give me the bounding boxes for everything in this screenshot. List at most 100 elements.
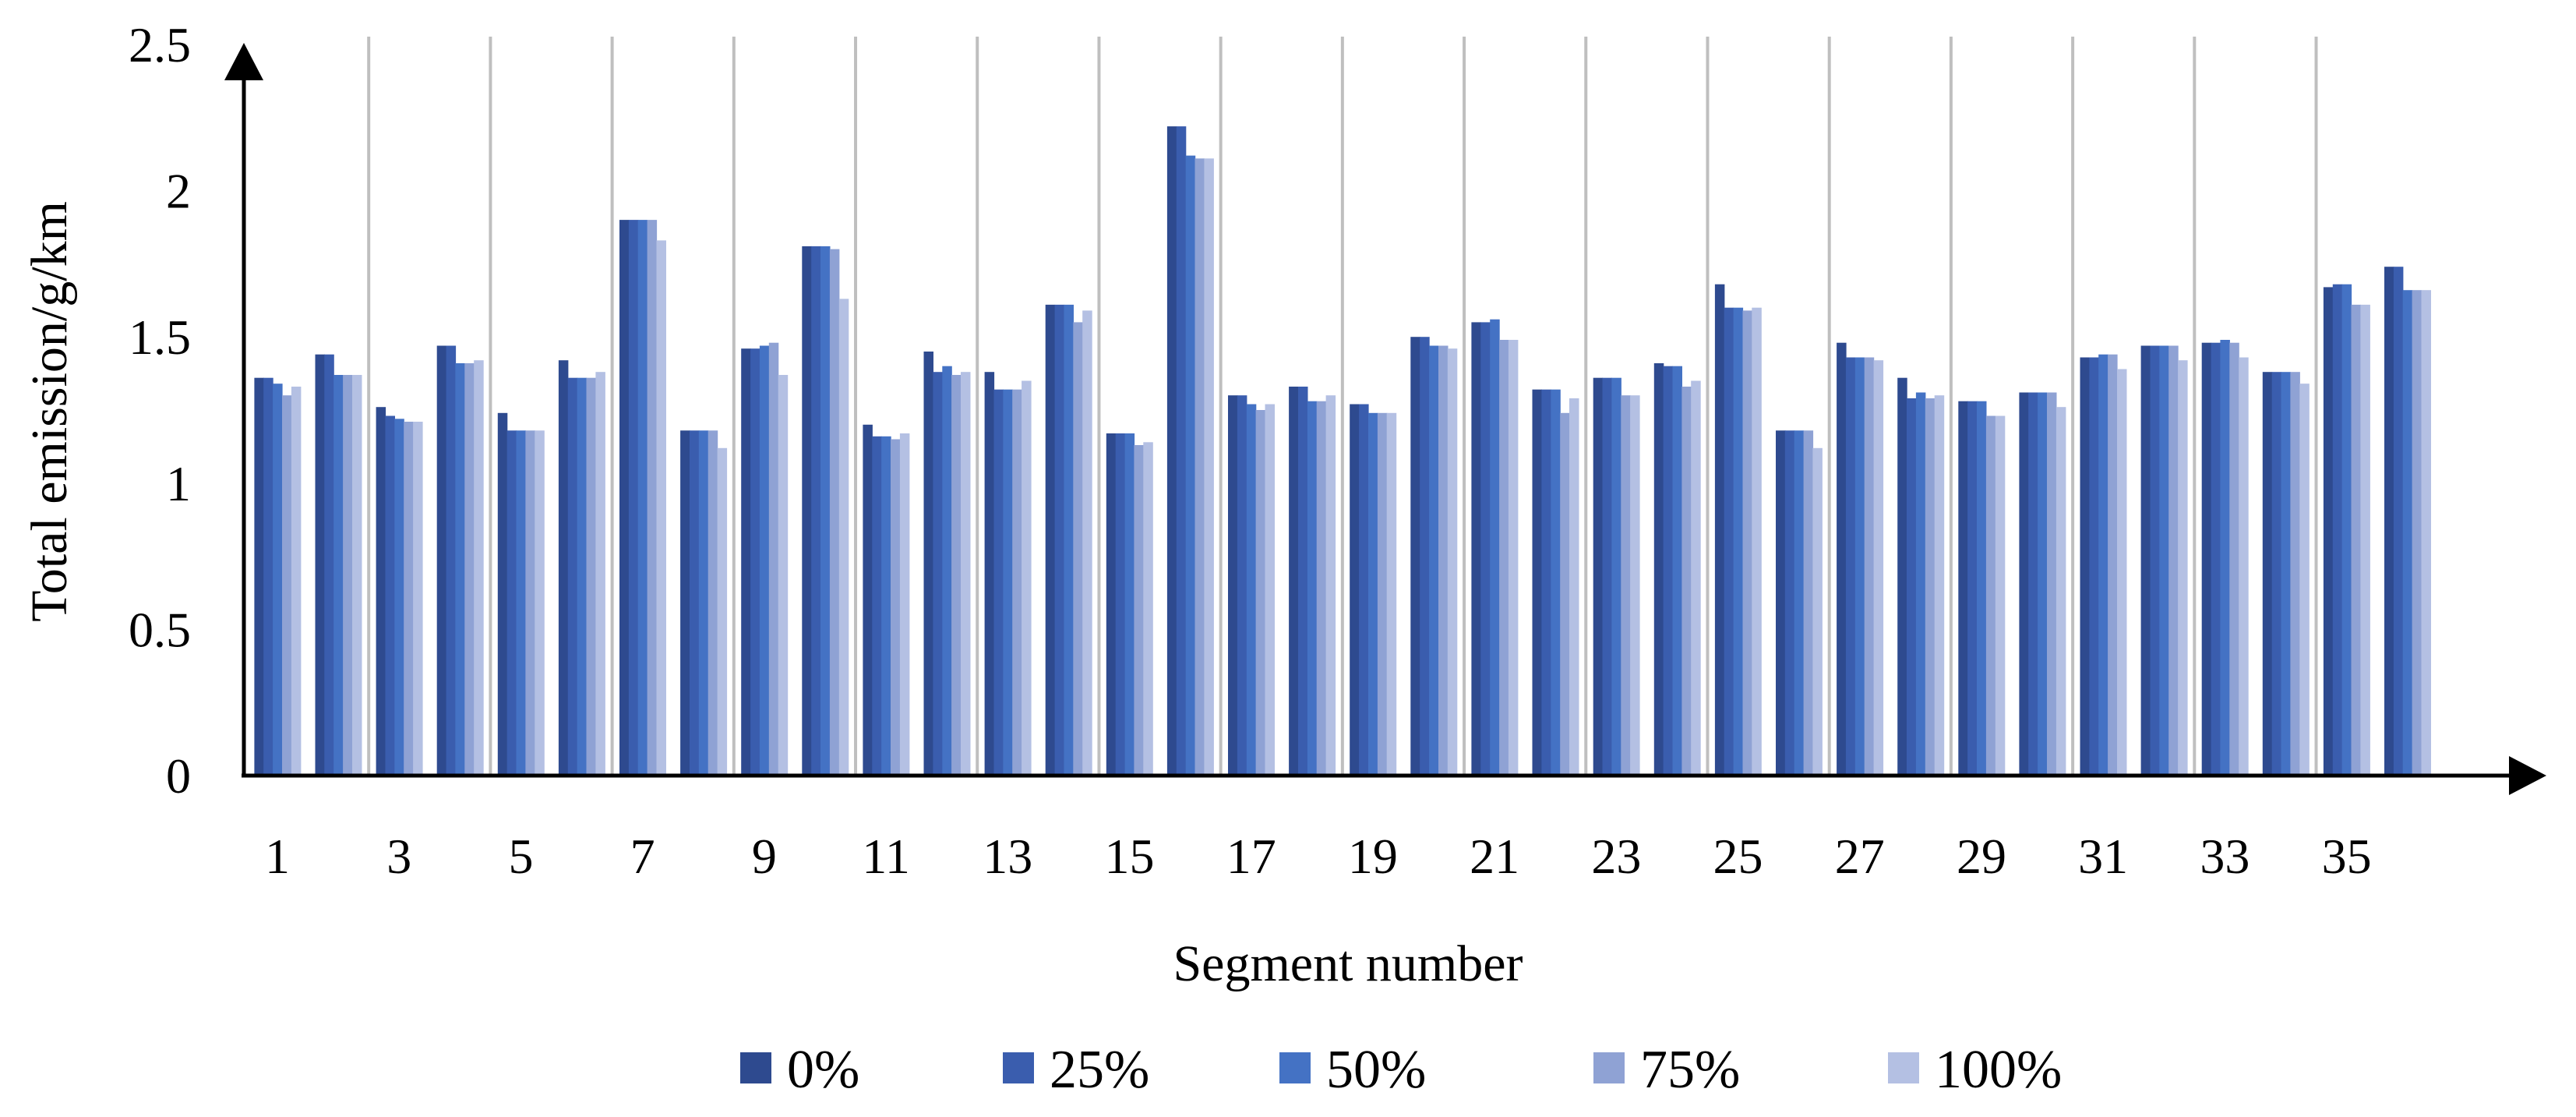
bar <box>1663 366 1674 776</box>
bar <box>637 220 648 776</box>
bar <box>656 240 666 776</box>
bar <box>343 375 353 776</box>
bar <box>1837 342 1847 776</box>
x-axis-tick-labels: 1 3 5 7 9 11 13 15 17 19 21 23 25 27 29 31 33 35 <box>265 829 2372 884</box>
bar <box>1724 307 1734 776</box>
legend-label: 50% <box>1326 1040 1426 1100</box>
bar <box>2402 290 2413 776</box>
bar <box>1185 155 1196 776</box>
bar <box>1733 307 1744 776</box>
bar <box>2299 384 2310 776</box>
y-tick-label: 2.5 <box>129 17 191 72</box>
bar <box>1934 395 1945 776</box>
bar <box>315 354 325 776</box>
bar <box>1176 126 1187 776</box>
x-tick-label: 25 <box>1713 829 1763 884</box>
bar <box>899 433 910 776</box>
x-tick-label: 3 <box>386 829 411 884</box>
bar <box>1325 395 1336 776</box>
y-tick-label: 1.5 <box>129 309 191 365</box>
bar <box>1995 415 2006 776</box>
bar <box>1471 322 1481 776</box>
bar <box>446 345 457 776</box>
bar <box>404 422 414 776</box>
bar <box>1630 395 1640 776</box>
bar <box>558 360 569 776</box>
bar <box>436 345 447 776</box>
bar <box>263 377 273 776</box>
bar <box>2089 357 2099 776</box>
bar <box>2047 392 2057 776</box>
bar <box>708 430 718 776</box>
bar <box>254 377 264 776</box>
x-tick-label: 11 <box>862 829 910 884</box>
bar <box>1064 304 1074 776</box>
bar <box>1377 412 1388 776</box>
x-tick-label: 7 <box>630 829 655 884</box>
bar <box>1784 430 1795 776</box>
bar <box>1289 387 1299 776</box>
bar <box>1541 389 1551 776</box>
bar <box>1410 337 1420 776</box>
bar <box>2262 372 2273 776</box>
bar <box>1508 340 1519 776</box>
x-tick-label: 21 <box>1470 829 1519 884</box>
bar <box>1350 404 1360 776</box>
bar <box>1204 158 1214 776</box>
bar <box>535 430 545 776</box>
bar <box>352 375 362 776</box>
bar <box>1812 447 1823 776</box>
bar <box>741 348 751 776</box>
bar <box>1045 304 1056 776</box>
bar <box>2271 372 2282 776</box>
bar <box>1611 377 1621 776</box>
bar <box>1298 387 1308 776</box>
bar <box>1429 345 1439 776</box>
bar <box>1742 310 1752 776</box>
bar <box>2201 342 2212 776</box>
bar <box>474 360 484 776</box>
bar <box>1012 389 1022 776</box>
bar <box>497 412 508 776</box>
bar <box>1499 340 1509 776</box>
bar <box>2323 287 2334 776</box>
x-tick-label: 9 <box>752 829 777 884</box>
x-tick-label: 5 <box>508 829 533 884</box>
x-tick-label: 35 <box>2322 829 2372 884</box>
bar <box>595 372 605 776</box>
bar <box>1691 380 1701 776</box>
bar <box>1672 366 1682 776</box>
y-tick-label: 2 <box>166 164 191 219</box>
bar <box>698 430 709 776</box>
bar <box>647 220 658 776</box>
bar <box>394 419 404 776</box>
bar <box>1022 380 1032 776</box>
bar <box>1560 412 1570 776</box>
bar <box>2421 290 2431 776</box>
bar <box>2239 357 2249 776</box>
bar <box>811 246 821 776</box>
bar <box>619 220 630 776</box>
x-tick-label: 15 <box>1105 829 1155 884</box>
bar <box>1307 401 1318 776</box>
bar <box>1845 357 1856 776</box>
bar <box>1386 412 1397 776</box>
bar <box>2360 304 2370 776</box>
bar <box>1854 357 1865 776</box>
legend-swatch <box>1003 1052 1034 1083</box>
bar <box>759 345 770 776</box>
bar <box>455 363 465 776</box>
bar <box>2229 342 2239 776</box>
bar <box>984 372 995 776</box>
bar <box>1714 284 1725 776</box>
bar <box>1447 348 1458 776</box>
bar <box>881 436 891 776</box>
bar <box>2384 267 2394 776</box>
bar <box>1776 430 1786 776</box>
bar <box>1864 357 1875 776</box>
bar <box>1681 387 1692 776</box>
bar <box>2211 342 2221 776</box>
bar <box>1621 395 1631 776</box>
bar <box>2140 345 2151 776</box>
